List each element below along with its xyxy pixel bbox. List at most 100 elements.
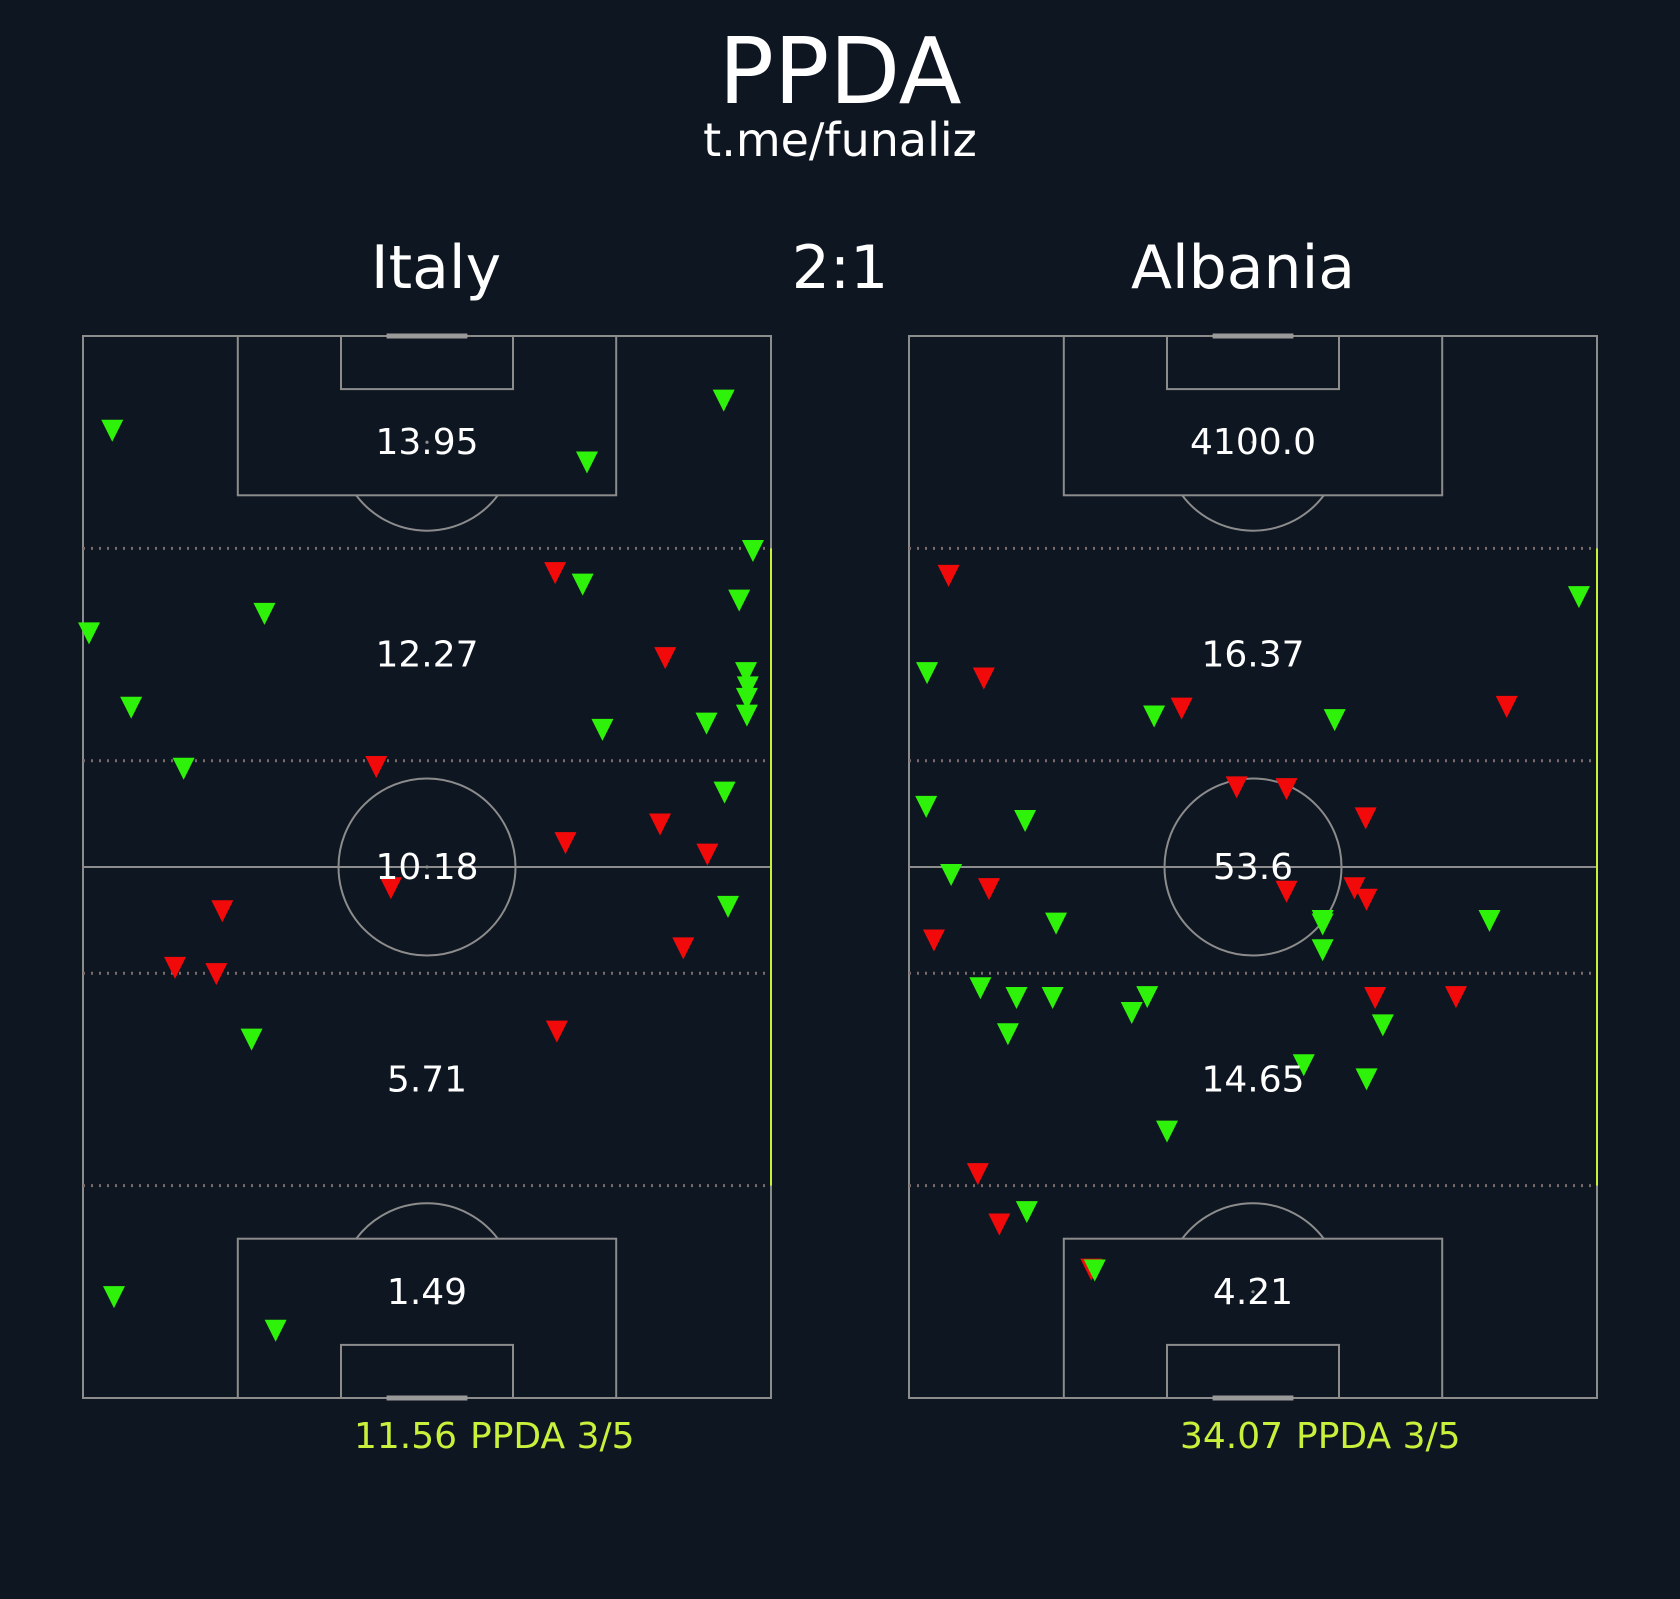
zone-ppda-label: 4.21 — [1213, 1272, 1293, 1313]
point-success — [172, 757, 195, 780]
point-fail — [365, 755, 388, 778]
point-success — [1041, 986, 1064, 1009]
point-success — [916, 662, 939, 685]
point-fail — [1354, 807, 1377, 830]
point-fail — [1364, 986, 1387, 1009]
point-success — [695, 712, 718, 735]
point-success — [102, 1286, 125, 1309]
centre-spot — [1251, 865, 1255, 869]
penalty-arc-top — [1181, 494, 1325, 532]
centre-circle — [1163, 777, 1343, 957]
zone-ppda-label: 16.37 — [1201, 635, 1304, 676]
penalty-arc-bottom — [355, 1202, 499, 1240]
point-success — [571, 573, 594, 596]
point-fail — [1495, 695, 1518, 718]
point-success — [1005, 986, 1028, 1009]
point-success — [717, 895, 739, 918]
penalty-arc-bottom — [1181, 1202, 1325, 1240]
point-success — [713, 781, 736, 804]
zone-ppda-label: 1.49 — [387, 1272, 467, 1313]
home-team-name: Italy — [371, 233, 501, 303]
point-success — [915, 795, 938, 818]
point-success — [735, 687, 758, 710]
summary-ppda-value: 11.56 — [354, 1416, 457, 1457]
penalty-arc-top — [355, 494, 499, 532]
point-fail — [672, 937, 695, 960]
point-fail — [966, 1163, 989, 1186]
zone-ppda-label: 5.71 — [387, 1059, 467, 1100]
point-fail — [654, 647, 677, 670]
point-success — [736, 676, 759, 699]
point-success — [1156, 1120, 1178, 1143]
point-success — [969, 977, 992, 1000]
zone-ppda-label: 12.27 — [375, 635, 478, 676]
point-fail — [696, 843, 719, 866]
centre-circle — [337, 777, 517, 957]
point-success — [735, 662, 758, 685]
point-success — [1143, 705, 1166, 728]
penalty-spot-top — [425, 440, 429, 444]
point-success — [1120, 1002, 1143, 1025]
point-success — [1567, 586, 1590, 609]
point-fail — [1444, 986, 1467, 1009]
point-success — [735, 704, 758, 727]
point-fail — [544, 562, 567, 585]
point-fail — [1275, 880, 1298, 903]
zone-ppda-label: 4100.0 — [1190, 422, 1316, 463]
point-fail — [649, 813, 672, 836]
point-success — [728, 589, 751, 612]
point-success — [78, 622, 101, 645]
zone-ppda-label: 53.6 — [1213, 847, 1293, 888]
summary-ppda-label: PPDA 3/5 — [1296, 1416, 1461, 1457]
point-success — [575, 451, 598, 474]
zone-ppda-label: 13.95 — [375, 422, 478, 463]
point-fail — [1225, 776, 1248, 799]
point-success — [1015, 1201, 1038, 1224]
point-success — [120, 696, 143, 719]
point-success — [1323, 709, 1346, 732]
zone-ppda-label: 10.18 — [375, 847, 478, 888]
point-fail — [922, 929, 945, 952]
point-success — [741, 540, 764, 563]
point-success — [1136, 986, 1159, 1009]
point-fail — [545, 1020, 568, 1043]
match-score: 2:1 — [792, 233, 889, 303]
summary-ppda-label: PPDA 3/5 — [470, 1416, 635, 1457]
point-fail — [972, 667, 995, 690]
penalty-spot-bottom — [1251, 1290, 1255, 1294]
point-success — [240, 1028, 263, 1051]
point-success — [1311, 909, 1334, 932]
point-success — [253, 602, 276, 625]
point-success — [591, 718, 614, 741]
penalty-spot-top — [1251, 440, 1255, 444]
point-fail — [1355, 888, 1378, 911]
point-fail — [211, 900, 234, 923]
point-success — [1478, 909, 1501, 932]
point-success — [1014, 809, 1037, 832]
point-fail — [977, 878, 1000, 901]
point-fail — [988, 1213, 1011, 1236]
point-success — [1083, 1259, 1106, 1282]
point-fail — [1343, 877, 1366, 900]
point-success — [712, 389, 735, 412]
point-fail — [205, 963, 228, 986]
point-success — [940, 863, 963, 886]
zone-ppda-label: 14.65 — [1201, 1059, 1304, 1100]
point-success — [1292, 1054, 1315, 1077]
point-fail — [1275, 778, 1298, 801]
point-fail — [379, 877, 402, 900]
penalty-spot-bottom — [425, 1290, 429, 1294]
point-fail — [554, 832, 577, 855]
point-success — [1371, 1014, 1394, 1037]
away-team-name: Albania — [1131, 233, 1355, 303]
pitch-albania: 4.21 14.65 53.6 16.37 4100.0 34.07 PPDA 3/5 — [908, 333, 1598, 1457]
summary-ppda-value: 34.07 — [1180, 1416, 1283, 1457]
point-success — [101, 419, 124, 442]
point-success — [264, 1319, 287, 1342]
pitch-italy: 1.49 5.71 10.18 12.27 13.95 11.56 PPDA 3/5 — [78, 333, 772, 1457]
point-fail — [937, 564, 960, 587]
point-fail — [164, 956, 187, 979]
page-subtitle: t.me/funaliz — [703, 113, 977, 167]
point-fail — [1170, 697, 1193, 720]
